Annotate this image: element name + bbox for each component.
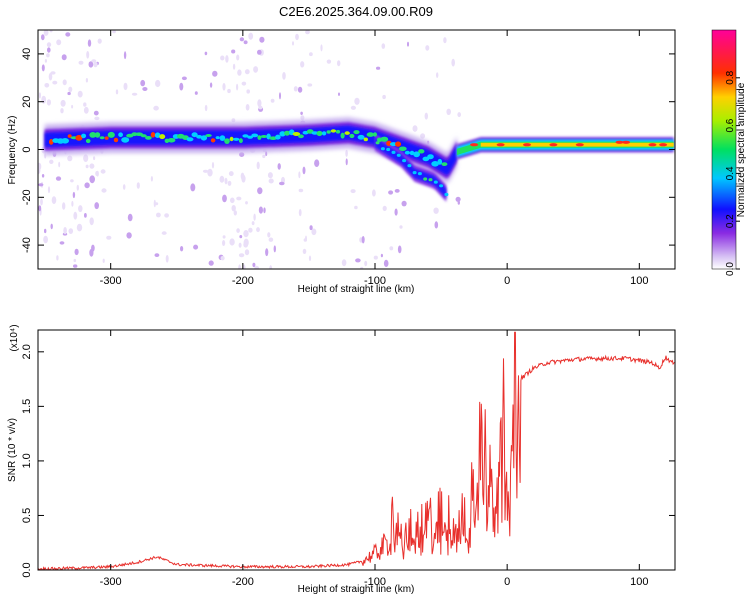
- y-tick-label: 1.0: [21, 453, 33, 468]
- colorbar-ticks: 0.0 0.2 0.4 0.6 0.8: [725, 70, 740, 276]
- spectrogram-content: [38, 30, 674, 269]
- colorbar: 0.0 0.2 0.4 0.6 0.8 Normalized spectral ampl…: [711, 29, 747, 276]
- y-tick-label: 2.0: [21, 344, 33, 359]
- snr-ylabel: SNR (10 * v/v): [7, 418, 18, 482]
- colorbar-label: Normalized spectral amplitude: [736, 82, 747, 217]
- x-tick-label: -200: [232, 576, 254, 588]
- x-tick-label: 0: [504, 275, 510, 287]
- y-tick-label: -20: [21, 189, 33, 205]
- y-tick-label: -40: [21, 237, 33, 253]
- snr-plot-area: [38, 330, 675, 570]
- y-tick-label: 1.5: [21, 399, 33, 414]
- spectrogram-xlabel: Height of straight line (km): [298, 284, 415, 295]
- colorbar-tick-label: 0.2: [725, 214, 736, 228]
- y-tick-label: 0: [21, 146, 33, 152]
- x-tick-label: -200: [232, 275, 254, 287]
- y-tick-label: 0.0: [21, 562, 33, 577]
- x-tick-label: -300: [100, 576, 122, 588]
- y-tick-label: 40: [21, 48, 33, 60]
- colorbar-tick-label: 0.8: [725, 70, 736, 84]
- colorbar-tick-label: 0.6: [725, 118, 736, 132]
- x-tick-label: -100: [364, 275, 386, 287]
- snr-multiplier: (x10⁴): [9, 324, 20, 351]
- colorbar-scale: [712, 30, 736, 269]
- snr-content: [38, 331, 675, 570]
- snr-xlabel: Height of straight line (km): [298, 584, 415, 595]
- page-title: C2E6.2025.364.09.00.R09: [279, 4, 433, 19]
- snr-frame: [37, 329, 676, 571]
- x-tick-label: 100: [630, 576, 648, 588]
- spectrogram-ylabel: Frequency (Hz): [7, 116, 18, 185]
- snr-series-line: [38, 331, 675, 570]
- colorbar-tick-label: 0.4: [725, 166, 736, 180]
- y-tick-label: 0.5: [21, 508, 33, 523]
- colorbar-frame: [711, 29, 737, 270]
- snr-axes: -300 -200 -100 0 100 0.0 0.5 1.0 1.5 2.0: [21, 330, 675, 588]
- y-tick-label: 20: [21, 96, 33, 108]
- x-tick-label: 100: [630, 275, 648, 287]
- colorbar-tick-label: 0.0: [725, 262, 736, 276]
- snr-panel: -300 -200 -100 0 100 0.0 0.5 1.0 1.5 2.0 Height o…: [7, 324, 676, 595]
- x-tick-label: -100: [364, 576, 386, 588]
- x-tick-label: 0: [504, 576, 510, 588]
- spectrogram-hotspots: [49, 129, 668, 197]
- x-tick-label: -300: [100, 275, 122, 287]
